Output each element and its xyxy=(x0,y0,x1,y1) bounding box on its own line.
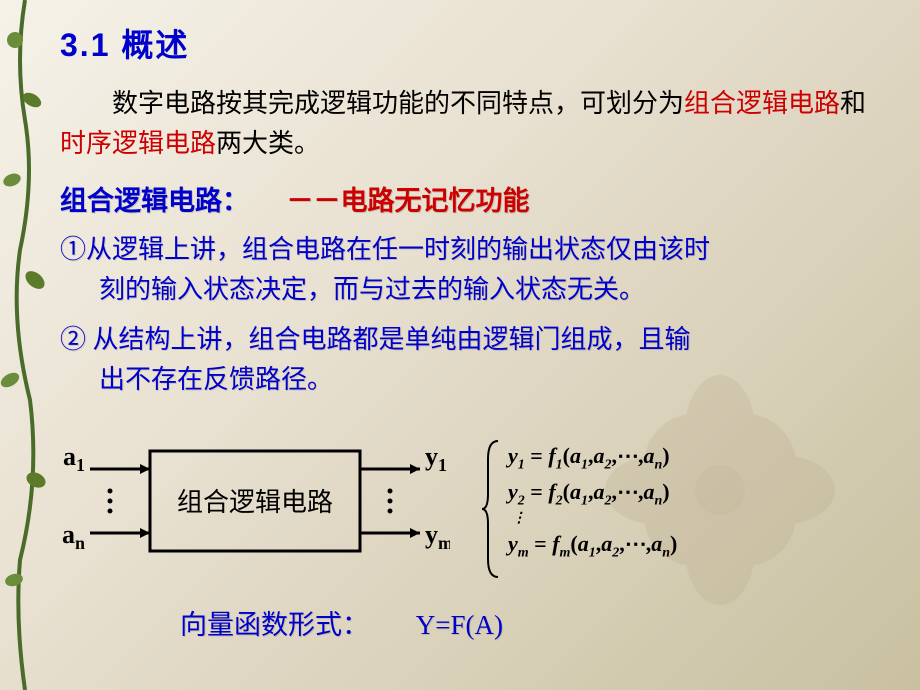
intro-paragraph: 数字电路按其完成逻辑功能的不同特点，可划分为组合逻辑电路和时序逻辑电路两大类。 xyxy=(60,84,890,165)
eq-m: ym = fm(a1,a2,⋯,an) xyxy=(508,527,880,563)
subtitle-note: －－电路无记忆功能 xyxy=(287,186,530,216)
input-a1: a1 xyxy=(63,442,85,475)
output-ym: ym xyxy=(425,520,450,553)
bullet2-line1: ② 从结构上讲，组合电路都是单纯由逻辑门组成，且输 xyxy=(60,325,691,354)
para1-post: 两大类。 xyxy=(216,129,320,158)
equation-system: y1 = f1(a1,a2,⋯,an) y2 = f2(a1,a2,⋯,an) … xyxy=(480,439,880,564)
para1-term2: 时序逻辑电路 xyxy=(60,129,216,158)
slide-content: 3.1 概述 数字电路按其完成逻辑功能的不同特点，可划分为组合逻辑电路和时序逻辑… xyxy=(60,20,890,642)
subtitle-label: 组合逻辑电路： xyxy=(60,186,249,216)
vector-label: 向量函数形式： xyxy=(180,610,369,640)
eq-vdots: ⋮ xyxy=(508,511,880,526)
bullet2-line2: 出不存在反馈路径。 xyxy=(60,360,890,400)
block-diagram: 组合逻辑电路 a1 an y1 ym xyxy=(50,421,450,581)
section-title: 3.1 概述 xyxy=(60,20,890,66)
left-brace xyxy=(480,439,500,579)
vine-decoration xyxy=(0,0,50,690)
para1-mid: 和 xyxy=(840,89,866,118)
para1-pre: 数字电路按其完成逻辑功能的不同特点，可划分为 xyxy=(112,89,684,118)
diagram-row: 组合逻辑电路 a1 an y1 ym xyxy=(50,421,890,581)
para1-term1: 组合逻辑电路 xyxy=(684,89,840,118)
bullet-2: ② 从结构上讲，组合电路都是单纯由逻辑门组成，且输 出不存在反馈路径。 xyxy=(60,320,890,401)
output-y1: y1 xyxy=(425,442,447,475)
input-an: an xyxy=(62,520,85,553)
subsection-title: 组合逻辑电路： －－电路无记忆功能 xyxy=(60,179,890,218)
eq-2: y2 = f2(a1,a2,⋯,an) xyxy=(508,475,880,511)
equation-lines: y1 = f1(a1,a2,⋯,an) y2 = f2(a1,a2,⋯,an) … xyxy=(508,439,880,564)
vector-form: 向量函数形式： Y=F(A) xyxy=(180,603,890,642)
bullet1-line2: 刻的输入状态决定，而与过去的输入状态无关。 xyxy=(60,270,890,310)
bullet-1: ①从逻辑上讲，组合电路在任一时刻的输出状态仅由该时 刻的输入状态决定，而与过去的… xyxy=(60,230,890,311)
box-label: 组合逻辑电路 xyxy=(177,488,333,517)
eq-1: y1 = f1(a1,a2,⋯,an) xyxy=(508,439,880,475)
bullet1-line1: ①从逻辑上讲，组合电路在任一时刻的输出状态仅由该时 xyxy=(60,235,710,264)
vector-equation: Y=F(A) xyxy=(416,610,503,640)
